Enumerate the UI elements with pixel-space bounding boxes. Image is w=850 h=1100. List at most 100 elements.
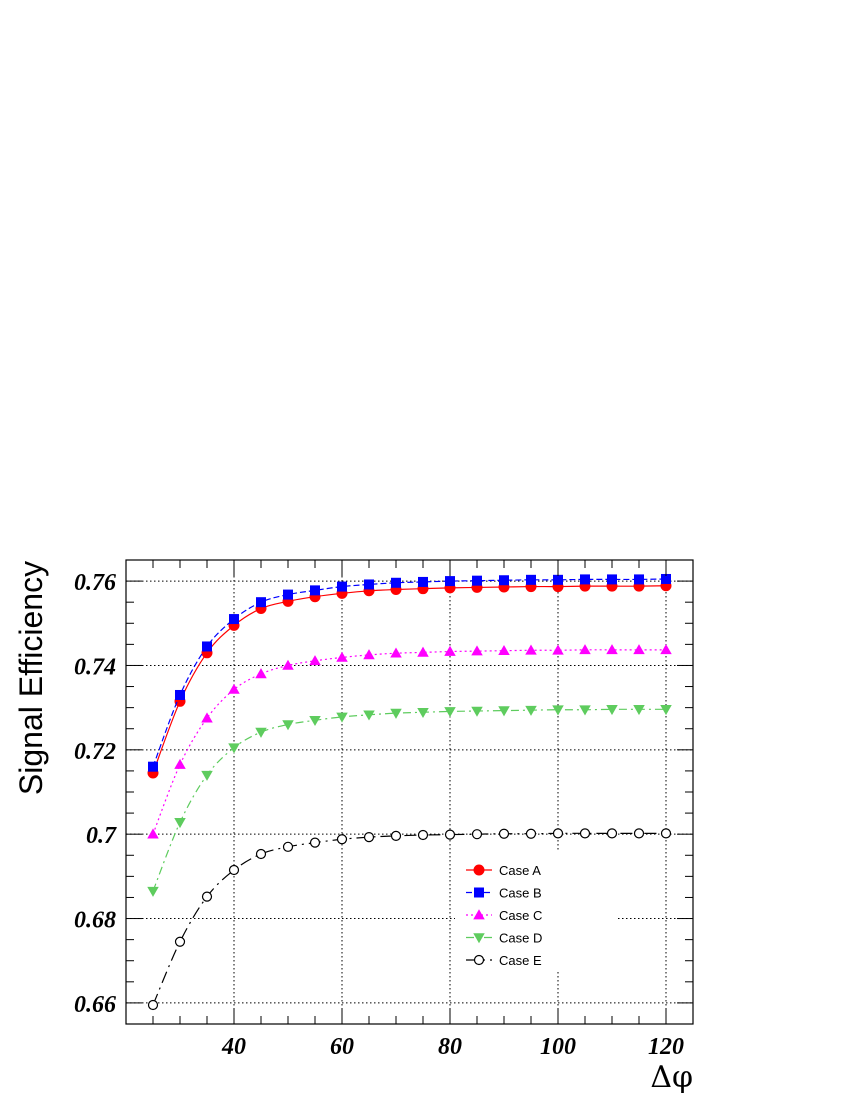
data-point-s5-6 [309,837,321,848]
y-tick-label-3: 0.72 [74,739,116,765]
data-point-s2-15 [553,574,563,585]
data-point-s2-0 [148,761,158,772]
data-point-s4-2 [201,770,213,781]
series-layer [147,573,672,1011]
data-point-s2-11 [445,576,455,587]
data-point-s4-7 [336,712,348,723]
x-tick-label-4: 120 [648,1034,684,1060]
data-point-s3-13 [498,644,510,656]
data-point-s4-1 [174,818,186,829]
x-tick-label-2: 80 [438,1034,462,1060]
tick-marks [126,560,693,1024]
data-point-s5-14 [525,828,537,839]
data-point-s2-14 [526,574,536,585]
tick-labels: 40 60 80 100 120 0.66 0.68 0.7 0.72 0.74 0.76 [74,570,684,1060]
data-point-s5-19 [660,828,672,839]
data-point-s3-2 [201,712,213,723]
y-tick-label-5: 0.76 [74,570,116,596]
data-point-s5-1 [174,936,186,947]
data-point-s3-9 [390,647,402,658]
data-point-s2-4 [256,597,266,608]
data-point-s2-16 [580,574,590,585]
y-tick-label-1: 0.68 [74,908,116,934]
data-point-s3-8 [363,649,375,660]
data-point-s5-11 [444,829,456,840]
data-point-s2-19 [661,573,671,584]
data-point-s3-0 [147,828,159,839]
legend-marker-3 [473,909,485,920]
y-tick-label-4: 0.74 [74,654,116,680]
data-point-s4-6 [309,715,321,727]
legend-label-2: Case B [499,886,542,901]
legend: Case A Case B Case C Case D Case E [455,852,617,970]
data-point-s5-13 [498,828,510,839]
data-point-s3-12 [471,645,483,656]
legend-label-1: Case A [499,863,541,878]
data-point-s5-8 [363,832,375,843]
data-point-s2-17 [607,574,617,585]
data-point-s2-8 [364,579,374,590]
legend-label-5: Case E [499,953,542,968]
data-point-s3-15 [552,644,564,655]
x-axis-title: Δφ [650,1060,693,1095]
data-point-s3-10 [417,646,429,657]
data-point-s3-18 [633,644,645,655]
legend-marker-1 [473,864,485,876]
data-point-s5-15 [552,828,564,839]
data-point-s4-10 [417,707,429,719]
data-point-s4-9 [390,708,402,719]
data-point-s3-4 [255,668,267,679]
data-point-s2-1 [175,689,185,700]
data-point-s5-0 [147,999,159,1011]
data-point-s5-4 [255,848,267,860]
data-point-s2-6 [310,585,320,596]
data-point-s5-9 [390,830,402,841]
legend-label-4: Case D [499,931,542,946]
series-4 [147,705,672,897]
data-point-s2-18 [634,574,644,585]
legend-marker-4 [473,933,485,944]
data-point-s5-18 [633,828,645,839]
data-point-s5-10 [417,829,429,841]
data-point-s5-16 [579,828,591,839]
data-point-s3-16 [579,644,591,655]
data-point-s4-14 [525,705,537,716]
data-point-s4-19 [660,705,672,716]
data-point-s4-4 [255,727,267,738]
x-tick-label-1: 60 [330,1034,354,1060]
data-point-s2-12 [472,575,482,586]
data-point-s2-3 [229,614,239,625]
data-point-s5-3 [228,864,240,876]
series-3 [147,644,672,839]
data-point-s3-1 [174,758,186,769]
x-tick-label-0: 40 [221,1034,246,1060]
legend-marker-2 [474,887,484,898]
data-point-s2-9 [391,577,401,588]
data-point-s4-16 [579,705,591,716]
data-point-s5-5 [282,841,294,852]
y-tick-label-0: 0.66 [74,992,116,1018]
x-tick-label-3: 100 [540,1034,576,1060]
y-tick-label-2: 0.7 [86,823,117,849]
data-point-s5-2 [201,891,213,902]
y-axis-title: Signal Efficiency [13,561,49,795]
legend-marker-5 [473,954,485,966]
data-point-s3-7 [336,651,348,662]
data-point-s3-17 [606,644,618,655]
series-1 [147,580,672,779]
data-point-s4-12 [471,706,483,717]
data-point-s4-8 [363,710,375,721]
data-point-s2-10 [418,576,428,587]
data-point-s4-3 [228,743,240,754]
data-point-s5-17 [606,828,618,839]
legend-label-3: Case C [499,908,542,923]
data-point-s3-6 [309,655,321,666]
data-point-s2-2 [202,641,212,652]
data-point-s3-14 [525,644,537,655]
data-point-s5-12 [471,829,483,840]
data-point-s5-7 [336,834,348,845]
data-point-s3-3 [228,683,240,694]
data-point-s2-13 [499,575,509,586]
